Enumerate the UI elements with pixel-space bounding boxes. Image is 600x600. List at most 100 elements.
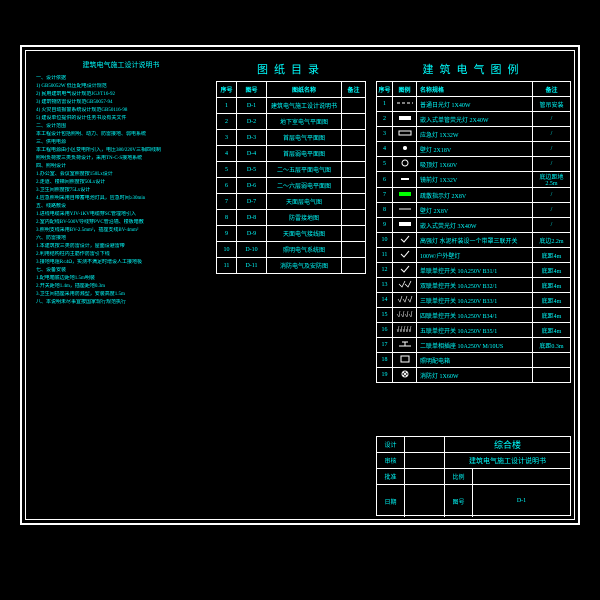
title-block: 设计 综合楼 审核 建筑电气施工设计说明书 批准 比例 日期 图号 D-1 (376, 436, 571, 516)
symbol-icon (395, 144, 415, 154)
symbol-icon (395, 114, 415, 124)
note-line: 八、本说明未尽事宜按国家现行规范执行 (36, 299, 206, 306)
symbol-icon (395, 220, 415, 230)
legend-block: 建筑电气图例 序号图例名称规格备注 1普通日光灯 1X40W管吊安装2嵌入式单管… (376, 61, 571, 383)
symbol-icon (395, 325, 415, 335)
catalog-table: 序号图号图纸名称备注 1D-1建筑电气施工设计说明书2D-2地下室电气平面图3D… (216, 81, 366, 274)
catalog-header: 图纸名称 (267, 82, 342, 98)
note-line: 3.卫生间照度按75Lx设计 (36, 187, 206, 194)
legend-row: 16五联单控开关 10A250V B35/1底距4m (377, 323, 571, 338)
symbol-icon (395, 370, 415, 380)
catalog-row: 8D-8防雷接地图 (217, 210, 366, 226)
symbol-icon (395, 265, 415, 275)
legend-row: 1普通日光灯 1X40W管吊安装 (377, 97, 571, 112)
symbol-icon (395, 310, 415, 320)
catalog-row: 11D-11消防电气及安防图 (217, 258, 366, 274)
tb-no-label: 图号 (445, 485, 473, 517)
note-line: 5) 建设单位提供的设计任务书及有关文件 (36, 115, 206, 122)
symbol-icon (395, 99, 415, 109)
note-line: 一、设计依据 (36, 75, 206, 82)
legend-table: 序号图例名称规格备注 1普通日光灯 1X40W管吊安装2嵌入式单管荧光灯 2X4… (376, 81, 571, 383)
catalog-row: 10D-10照明电气系统图 (217, 242, 366, 258)
catalog-row: 2D-2地下室电气平面图 (217, 114, 366, 130)
note-line: 1.进线电缆采用YJV-1KV电缆穿SC管埋地引入 (36, 211, 206, 218)
legend-row: 6镜前灯 1X32V底边距地2.5m (377, 172, 571, 188)
catalog-row: 7D-7天面层电气图 (217, 194, 366, 210)
legend-row: 8壁灯 2X8V/ (377, 203, 571, 218)
legend-row: 5吸顶灯 1X60V/ (377, 157, 571, 172)
catalog-block: 图纸目录 序号图号图纸名称备注 1D-1建筑电气施工设计说明书2D-2地下室电气… (216, 61, 366, 274)
note-line: 本工程设计包括照明、动力、防雷接地、弱电系统 (36, 131, 206, 138)
legend-row: 3应急灯 1X32W/ (377, 127, 571, 142)
legend-row: 12单联单控开关 10A250V B31/1底距4m (377, 263, 571, 278)
legend-header: 备注 (533, 82, 571, 97)
symbol-icon (395, 190, 415, 200)
symbol-icon (395, 250, 415, 260)
note-line: 五、线路敷设 (36, 203, 206, 210)
catalog-row: 4D-4首层弱电平面图 (217, 146, 366, 162)
tb-approve-label: 批准 (377, 469, 405, 484)
legend-row: 7疏散指示灯 2X8V/ (377, 188, 571, 203)
tb-scale-label: 比例 (445, 469, 473, 484)
legend-row: 10高强灯 水泥杆装设一个带罩三联开关底边2.2m (377, 233, 571, 248)
symbol-icon (395, 340, 415, 350)
legend-header: 图例 (393, 82, 417, 97)
note-line: 4) 火灾自动报警系统设计规范GB50116-98 (36, 107, 206, 114)
legend-row: 13双联单控开关 10A250V B32/1底距4m (377, 278, 571, 293)
symbol-icon (395, 205, 415, 215)
note-line: 四、照明设计 (36, 163, 206, 170)
tb-date-label: 日期 (377, 485, 405, 517)
legend-row: 15四联单控开关 10A250V B34/1底距4m (377, 308, 571, 323)
catalog-row: 1D-1建筑电气施工设计说明书 (217, 98, 366, 114)
catalog-row: 6D-6二～六层弱电平面图 (217, 178, 366, 194)
legend-row: 2嵌入式单管荧光灯 2X40W/ (377, 112, 571, 127)
catalog-header: 序号 (217, 82, 237, 98)
note-line: 3.照明支线采用BV-2.5mm²，插座支线BV-4mm² (36, 227, 206, 234)
symbol-icon (395, 129, 415, 139)
note-line: 2) 民用建筑电气设计规范JGJ/T16-92 (36, 91, 206, 98)
note-line: 3.接地电阻R≤4Ω，实测不满足时增设人工接地极 (36, 259, 206, 266)
drawing-frame: 建筑电气施工设计说明书 一、设计依据1) GB50052W 低压配电设计规范2)… (20, 45, 580, 525)
note-line: 照明负荷按三类负荷设计，采用TN-C-S接地系统 (36, 155, 206, 162)
catalog-header: 备注 (342, 82, 366, 98)
legend-row: 4壁灯 2X18V/ (377, 142, 571, 157)
catalog-title: 图纸目录 (216, 61, 366, 77)
legend-title: 建筑电气图例 (376, 61, 571, 77)
symbol-icon (395, 280, 415, 290)
note-line: 4.应急照明采用自带蓄电池灯具，应急时间≥30min (36, 195, 206, 202)
note-line: 1.本建筑按三类防雷设计，屋面设避雷带 (36, 243, 206, 250)
note-line: 2.走道、楼梯间照度按50Lx设计 (36, 179, 206, 186)
catalog-row: 3D-3首层电气平面图 (217, 130, 366, 146)
note-line: 2.室内配线BV-500V导线穿PVC管沿墙、楼板暗敷 (36, 219, 206, 226)
tb-drawing: 建筑电气施工设计说明书 (445, 453, 570, 468)
inner-frame: 建筑电气施工设计说明书 一、设计依据1) GB50052W 低压配电设计规范2)… (25, 50, 575, 520)
note-line: 2.利用结构柱内主筋作防雷引下线 (36, 251, 206, 258)
note-line: 二、设计范围 (36, 123, 206, 130)
tb-project: 综合楼 (445, 437, 570, 452)
notes-block: 建筑电气施工设计说明书 一、设计依据1) GB50052W 低压配电设计规范2)… (36, 61, 206, 307)
symbol-icon (395, 175, 415, 185)
legend-row: 11100W/户外壁灯底距4m (377, 248, 571, 263)
note-line: 2.开关距地1.4m，插座距地0.3m (36, 283, 206, 290)
legend-row: 14三联单控开关 10A250V B33/1底距4m (377, 293, 571, 308)
symbol-icon (395, 159, 415, 169)
legend-row: 17二联单相插座 10A250V M/10US底距0.3m (377, 338, 571, 353)
notes-title: 建筑电气施工设计说明书 (36, 61, 206, 71)
note-line: 3.卫生间插座采用防溅型，安装高度1.5m (36, 291, 206, 298)
tb-design-label: 设计 (377, 437, 405, 452)
note-line: 1) GB50052W 低压配电设计规范 (36, 83, 206, 90)
note-line: 六、防雷接地 (36, 235, 206, 242)
note-line: 3) 建筑物防雷设计规范GB50057-94 (36, 99, 206, 106)
symbol-icon (395, 295, 415, 305)
catalog-header: 图号 (237, 82, 267, 98)
legend-row: 9嵌入式荧光灯 3X40W/ (377, 218, 571, 233)
note-line: 三、供电电源 (36, 139, 206, 146)
note-line: 本工程电源由小区变电所引入，电压380/220V三相四线制 (36, 147, 206, 154)
legend-row: 19消防灯 1X60W (377, 368, 571, 383)
legend-row: 18照明配电箱 (377, 353, 571, 368)
tb-check-label: 审核 (377, 453, 405, 468)
catalog-row: 5D-5二～五层平面电气图 (217, 162, 366, 178)
note-line: 1.办公室、会议室照度按150Lx设计 (36, 171, 206, 178)
note-line: 七、设备安装 (36, 267, 206, 274)
tb-sheet: D-1 (473, 485, 570, 517)
